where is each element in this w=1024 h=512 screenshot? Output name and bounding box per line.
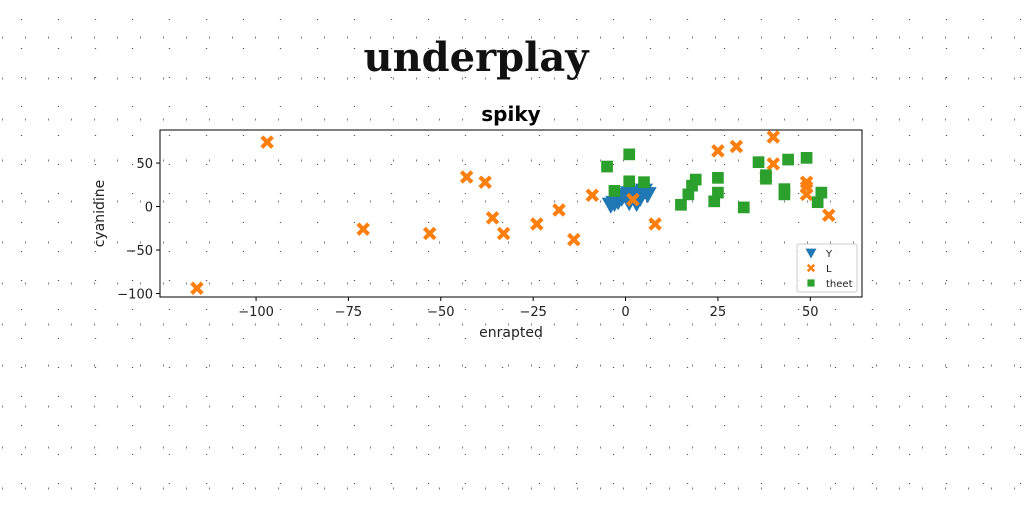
series-1 xyxy=(190,130,836,296)
data-point xyxy=(815,186,828,199)
y-tick-label: 50 xyxy=(136,157,153,172)
plot-frame xyxy=(159,129,863,298)
data-point xyxy=(800,151,813,164)
data-point xyxy=(682,188,695,201)
data-point xyxy=(708,195,721,208)
data-point xyxy=(638,176,650,189)
y-tick-label: −50 xyxy=(126,244,153,259)
data-point xyxy=(356,222,370,236)
data-point xyxy=(752,156,765,169)
data-point xyxy=(190,281,204,296)
data-point xyxy=(760,172,772,185)
data-point xyxy=(737,201,750,214)
data-point xyxy=(799,180,814,195)
data-point xyxy=(689,173,702,186)
data-point xyxy=(766,130,781,144)
data-point xyxy=(478,175,492,189)
data-point xyxy=(552,203,566,217)
data-point xyxy=(778,188,791,201)
data-point xyxy=(601,160,613,173)
data-point xyxy=(530,217,544,231)
data-point xyxy=(260,135,274,149)
x-tick-label: −50 xyxy=(427,305,454,320)
x-tick-label: −75 xyxy=(335,305,362,320)
legend-marker xyxy=(807,279,815,287)
legend-label: L xyxy=(826,264,832,275)
legend-marker xyxy=(806,263,816,273)
data-point xyxy=(821,208,836,222)
x-tick-label: 0 xyxy=(621,305,629,320)
x-tick-label: −25 xyxy=(519,305,546,320)
data-point xyxy=(811,196,824,209)
figure-title: underplay xyxy=(363,34,589,81)
data-point xyxy=(422,226,437,241)
series-2 xyxy=(601,148,828,214)
data-point xyxy=(623,175,636,188)
data-point xyxy=(648,217,662,231)
data-point xyxy=(623,148,636,161)
data-point xyxy=(712,186,724,199)
data-point xyxy=(638,187,657,204)
legend-label: Y xyxy=(825,249,833,260)
x-tick-label: 50 xyxy=(802,305,819,320)
y-axis-label: cyanidine xyxy=(92,180,108,248)
y-tick-label: −100 xyxy=(117,288,153,303)
x-tick-label: 25 xyxy=(710,305,727,320)
data-point xyxy=(686,179,698,192)
data-point xyxy=(485,211,500,225)
data-point xyxy=(567,232,581,247)
data-point xyxy=(626,192,640,207)
data-point xyxy=(729,139,744,154)
data-point xyxy=(496,226,511,241)
data-point xyxy=(459,170,474,184)
x-tick-label: −100 xyxy=(238,305,274,320)
data-point xyxy=(766,157,781,171)
y-tick-label: 0 xyxy=(145,201,153,216)
legend-label: theet xyxy=(826,279,853,290)
chart-title: spiky xyxy=(481,102,540,126)
legend-marker xyxy=(805,248,817,259)
data-point xyxy=(675,198,687,211)
data-point xyxy=(608,185,621,197)
data-point xyxy=(711,144,725,158)
data-point xyxy=(782,153,794,166)
data-point xyxy=(585,188,600,202)
data-point xyxy=(712,171,724,184)
x-axis-label: enrapted xyxy=(479,325,543,341)
